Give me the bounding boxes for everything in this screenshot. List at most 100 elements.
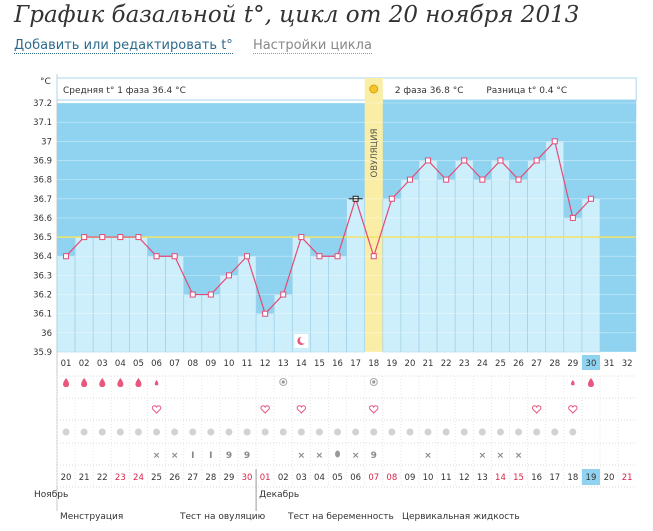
temperature-point bbox=[153, 253, 160, 260]
cervical-fluid-icon: I bbox=[191, 451, 194, 461]
temperature-point bbox=[479, 176, 486, 183]
temperature-point bbox=[171, 253, 178, 260]
cervical-fluid-icon: × bbox=[515, 451, 523, 461]
pregnancy-test-icon bbox=[189, 428, 197, 436]
temperature-bar bbox=[237, 255, 257, 353]
calendar-date: 21 bbox=[622, 473, 633, 483]
current-day-highlight bbox=[581, 355, 600, 370]
calendar-date: 03 bbox=[296, 473, 307, 483]
cervical-fluid-icon: × bbox=[153, 451, 161, 461]
cycle-day-number: 30 bbox=[586, 359, 597, 369]
ovulation-column bbox=[364, 100, 383, 352]
cycle-day-number: 09 bbox=[205, 359, 216, 369]
pregnancy-test-icon bbox=[496, 428, 504, 436]
temperature-point bbox=[515, 176, 522, 183]
pregnancy-test-icon bbox=[370, 428, 378, 436]
temperature-point bbox=[406, 176, 413, 183]
menstruation-drop-icon bbox=[117, 378, 124, 387]
y-tick-label: 36.8 bbox=[33, 176, 52, 186]
y-axis-unit: °C bbox=[40, 77, 51, 87]
y-tick-label: 35.9 bbox=[33, 348, 52, 358]
temperature-point bbox=[280, 291, 287, 298]
edit-temperature-link[interactable]: Добавить или редактировать t° bbox=[14, 38, 233, 54]
bbt-chart: Средняя t° 1 фаза 36.4 °C 2 фаза 36.8 °C Р… bbox=[33, 74, 637, 511]
cycle-day-number: 12 bbox=[260, 359, 271, 369]
pregnancy-test-icon bbox=[134, 428, 142, 436]
cycle-day-number: 02 bbox=[79, 359, 90, 369]
temperature-point bbox=[334, 253, 341, 260]
temperature-bar bbox=[56, 255, 76, 353]
y-tick-label: 36.1 bbox=[33, 310, 52, 320]
cycle-day-number: 13 bbox=[278, 359, 289, 369]
temperature-point bbox=[533, 157, 540, 164]
cycle-day-number: 27 bbox=[531, 359, 542, 369]
temperature-bar bbox=[472, 179, 492, 353]
calendar-date: 16 bbox=[531, 473, 542, 483]
temperature-point bbox=[569, 214, 576, 221]
temperature-bar bbox=[201, 294, 221, 353]
temperature-bar bbox=[545, 140, 565, 353]
pregnancy-test-icon bbox=[261, 428, 269, 436]
cervical-fluid-icon: × bbox=[316, 451, 324, 461]
cycle-day-number: 31 bbox=[604, 359, 615, 369]
moon-icon-cut bbox=[299, 336, 307, 344]
temperature-difference-label: Разница t° 0.4 °C bbox=[486, 86, 567, 96]
temperature-bar bbox=[147, 255, 166, 353]
menstruation-drop-icon bbox=[587, 378, 594, 387]
menstruation-drop-icon bbox=[154, 380, 159, 386]
cervical-fluid-icon: × bbox=[479, 451, 487, 461]
cycle-day-number: 17 bbox=[350, 359, 361, 369]
phase1-average-label: Средняя t° 1 фаза 36.4 °C bbox=[63, 86, 186, 96]
y-tick-label: 36 bbox=[41, 329, 52, 339]
calendar-date: 06 bbox=[350, 473, 361, 483]
menstruation-drop-icon bbox=[81, 378, 88, 387]
pregnancy-test-icon bbox=[315, 428, 323, 436]
calendar-date: 24 bbox=[133, 473, 144, 483]
y-tick-label: 36.2 bbox=[33, 291, 52, 301]
calendar-date: 27 bbox=[187, 473, 198, 483]
y-tick-label: 36.3 bbox=[33, 271, 52, 281]
pregnancy-test-icon bbox=[62, 428, 70, 436]
temperature-point bbox=[262, 310, 269, 317]
y-tick-label: 36.6 bbox=[33, 214, 52, 224]
temperature-point bbox=[461, 157, 468, 164]
pregnancy-test-icon bbox=[515, 428, 523, 436]
calendar-date: 26 bbox=[169, 473, 180, 483]
pregnancy-test-icon bbox=[334, 428, 342, 436]
temperature-point bbox=[135, 234, 142, 241]
ovulation-test-icon-dot bbox=[281, 380, 285, 384]
calendar-date: 14 bbox=[495, 473, 506, 483]
temperature-point bbox=[63, 253, 70, 260]
pregnancy-test-icon bbox=[171, 428, 179, 436]
calendar-date: 22 bbox=[97, 473, 108, 483]
pregnancy-test-icon bbox=[98, 428, 106, 436]
ovulation-sun-icon bbox=[369, 84, 379, 94]
legend-ovulation-test: Тест на овуляцию bbox=[180, 512, 266, 522]
calendar-date: 28 bbox=[205, 473, 216, 483]
y-tick-label: 36.7 bbox=[33, 195, 52, 205]
cycle-day-number: 18 bbox=[368, 359, 379, 369]
cycle-settings-link[interactable]: Настройки цикла bbox=[252, 38, 372, 54]
cycle-day-number: 21 bbox=[423, 359, 434, 369]
calendar-date: 20 bbox=[604, 473, 615, 483]
page-title: График базальной t°, цикл от 20 ноября 2… bbox=[14, 2, 580, 28]
pregnancy-test-icon bbox=[406, 428, 414, 436]
cycle-day-number: 20 bbox=[405, 359, 416, 369]
current-date-highlight bbox=[581, 469, 600, 485]
cycle-day-number: 03 bbox=[97, 359, 108, 369]
pregnancy-test-icon bbox=[478, 428, 486, 436]
heart-icon bbox=[369, 405, 379, 414]
temperature-bar bbox=[328, 255, 347, 353]
cycle-day-number: 23 bbox=[459, 359, 470, 369]
calendar-date: 08 bbox=[386, 473, 397, 483]
calendar-date: 13 bbox=[477, 473, 488, 483]
menstruation-drop-icon bbox=[63, 378, 70, 387]
temperature-point bbox=[298, 234, 305, 241]
pregnancy-test-icon bbox=[569, 428, 577, 436]
temperature-point bbox=[370, 253, 377, 260]
cycle-day-number: 29 bbox=[567, 359, 578, 369]
menstruation-drop-icon bbox=[571, 380, 575, 386]
pregnancy-test-icon bbox=[297, 428, 305, 436]
pregnancy-test-icon bbox=[116, 428, 124, 436]
heart-icon bbox=[260, 405, 270, 414]
